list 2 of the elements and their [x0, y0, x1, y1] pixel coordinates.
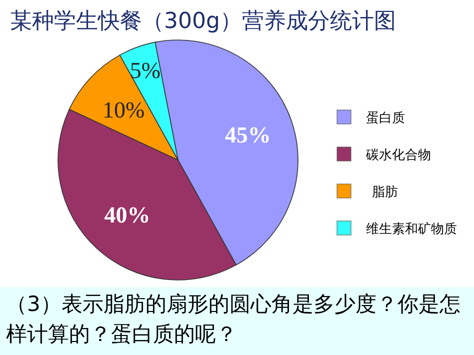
title: 某种学生快餐（300g）营养成分统计图: [10, 9, 396, 34]
text: （3）表示脂肪的扇形的圆心角是多少度？你是怎样计算的？蛋白质的呢？: [0, 287, 474, 355]
